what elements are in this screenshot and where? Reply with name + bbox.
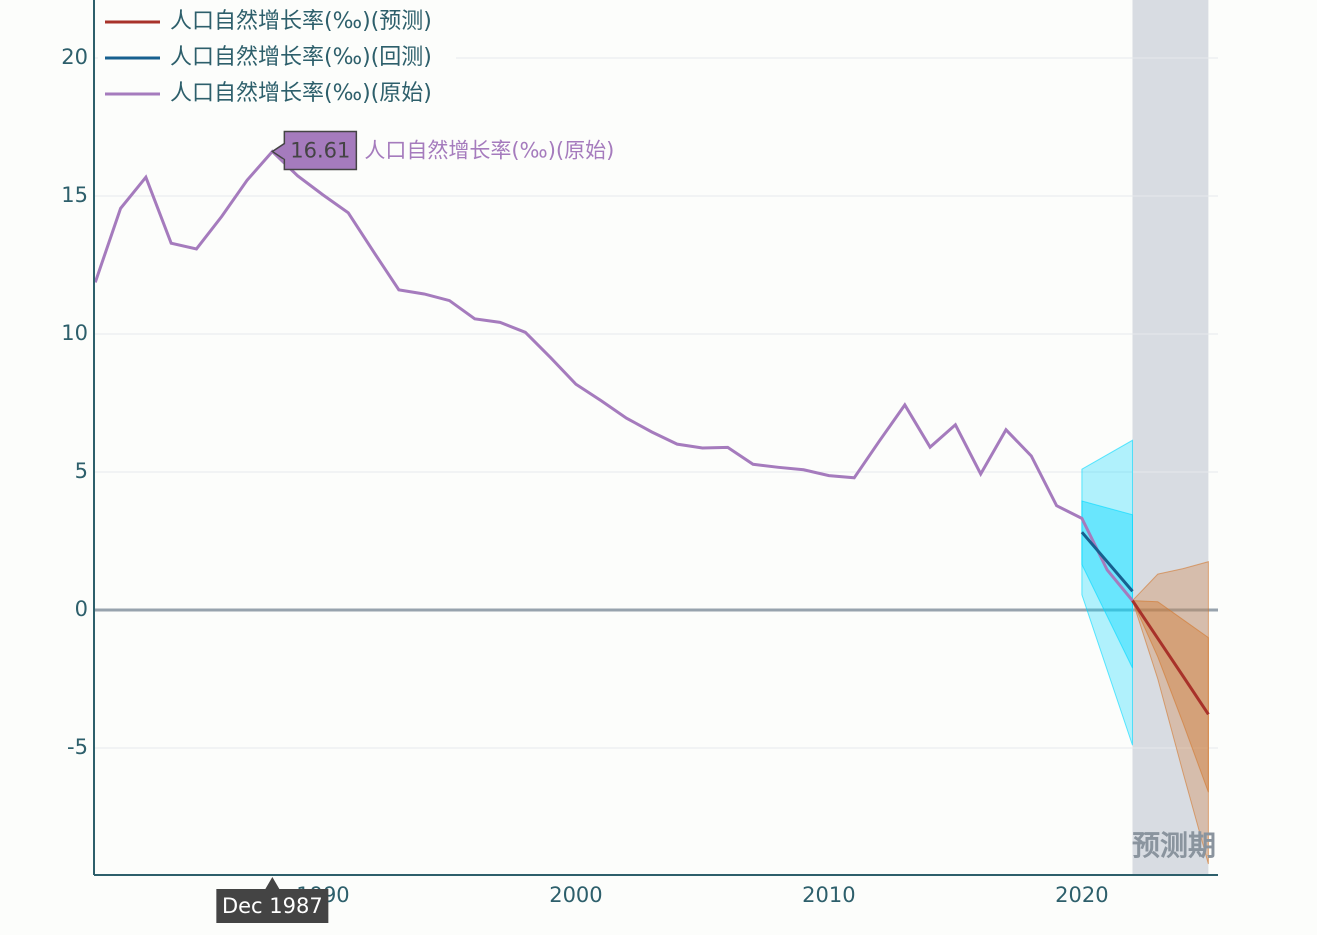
y-tick-label: 5 — [75, 459, 88, 483]
hover-x-box — [216, 877, 329, 923]
legend-label: 人口自然增长率(‰)(预测) — [170, 9, 432, 34]
x-tick-label: 2010 — [802, 883, 855, 907]
y-tick-label: 15 — [61, 183, 88, 207]
hover-box — [270, 130, 358, 171]
y-tick-label: 0 — [75, 597, 88, 621]
y-tick-label: -5 — [67, 735, 88, 759]
hover-tooltip: 16.61 人口自然增长率(‰)(原始) — [270, 130, 614, 171]
series-line — [93, 149, 1134, 602]
x-tick-label: 2020 — [1055, 883, 1108, 907]
hover-x-label: Dec 1987 — [222, 894, 323, 918]
series-line — [1080, 531, 1134, 593]
legend-label: 人口自然增长率(‰)(原始) — [170, 81, 432, 106]
x-tick-label: 2000 — [549, 883, 602, 907]
confidence-band — [1131, 600, 1209, 793]
y-tick-label: 10 — [61, 321, 88, 345]
forecast-shade — [1132, 0, 1209, 875]
hover-name: 人口自然增长率(‰)(原始) — [364, 139, 614, 163]
series-line — [1131, 599, 1210, 716]
legend-label: 人口自然增长率(‰)(回测) — [170, 45, 432, 70]
y-tick-label: 20 — [61, 45, 88, 69]
hover-value: 16.61 — [290, 139, 350, 163]
forecast-label: 预测期 — [1132, 829, 1216, 862]
